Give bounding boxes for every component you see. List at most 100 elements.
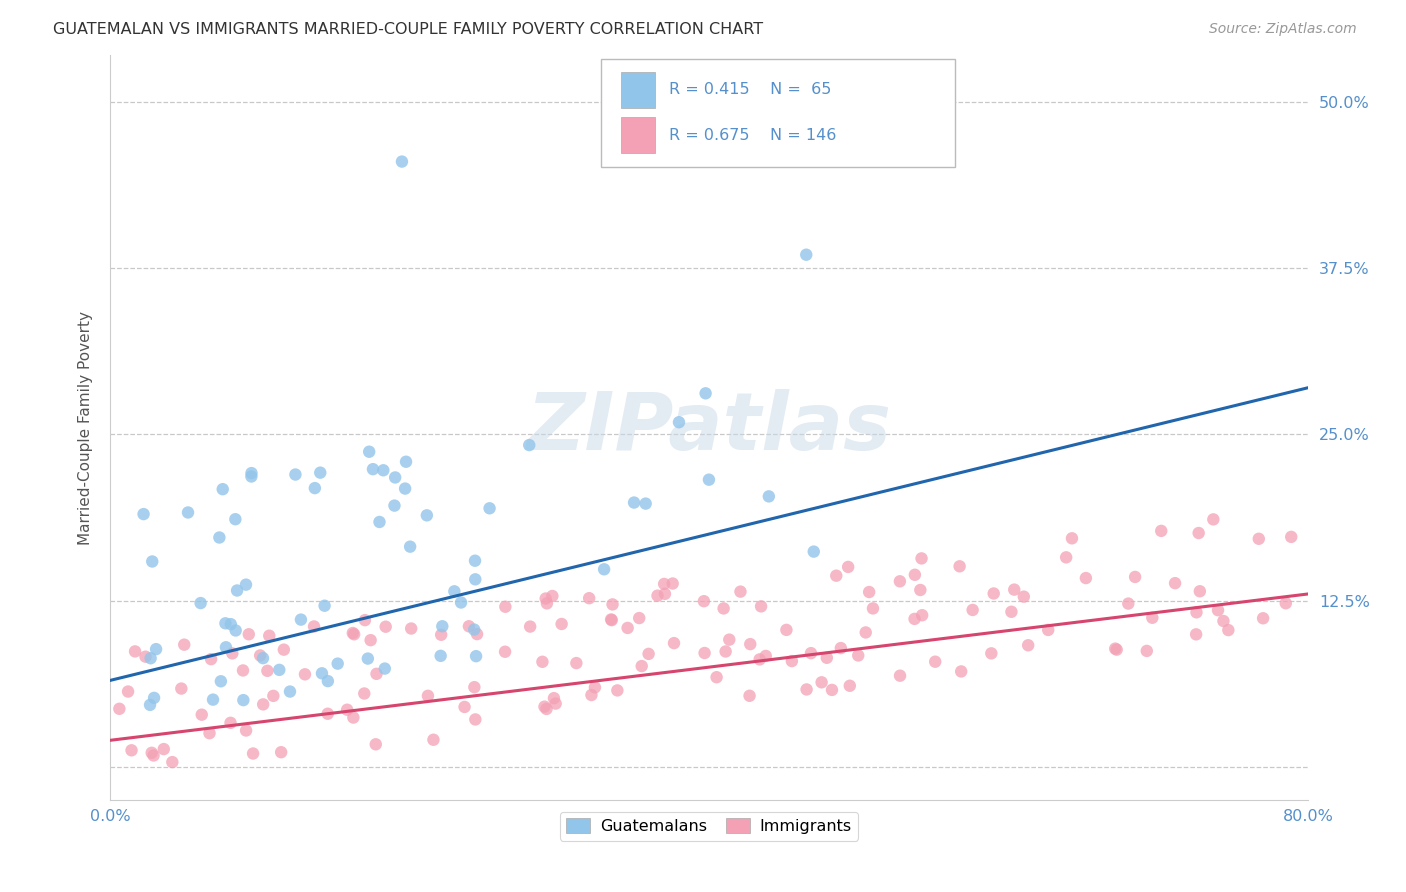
Point [1002,582,1025,597]
Point [190,707,212,722]
Point [368,515,391,529]
Point [304,481,326,495]
Point [226,583,249,598]
Point [602,598,624,612]
Point [357,651,380,665]
Point [1017,638,1039,652]
Point [224,512,246,526]
Point [453,700,475,714]
Point [983,586,1005,600]
Point [316,674,339,689]
Point [803,544,825,558]
Point [858,585,880,599]
Point [780,654,803,668]
Point [364,737,387,751]
Point [1123,570,1146,584]
Point [374,620,396,634]
Point [360,633,382,648]
Point [430,628,453,642]
Point [494,599,516,614]
Point [269,663,291,677]
Point [1185,627,1208,641]
Point [758,489,780,503]
Point [1251,611,1274,625]
Point [962,603,984,617]
Point [416,508,439,523]
Bar [621,118,655,153]
Point [924,655,946,669]
Point [1212,614,1234,628]
Point [464,554,486,568]
Point [637,647,659,661]
Point [578,591,600,606]
Point [316,706,339,721]
Point [647,589,669,603]
Point [550,617,572,632]
Point [262,689,284,703]
Point [1012,590,1035,604]
Point [889,668,911,682]
Point [748,652,770,666]
Point [450,595,472,609]
Point [302,619,325,633]
Point [124,644,146,658]
Point [1206,603,1229,617]
Point [693,646,716,660]
Point [294,667,316,681]
Point [273,642,295,657]
Point [1142,611,1164,625]
Point [256,664,278,678]
Point [1188,526,1211,541]
Point [117,684,139,698]
Point [695,386,717,401]
Point [215,640,238,655]
Point [1164,576,1187,591]
Point [630,659,652,673]
Point [544,697,567,711]
Point [536,702,558,716]
Point [749,599,772,614]
Point [252,651,274,665]
Point [249,648,271,663]
Point [1054,550,1077,565]
Point [242,747,264,761]
Point [800,646,823,660]
Point [326,657,349,671]
Point [740,637,762,651]
Point [949,559,972,574]
Point [200,652,222,666]
Point [693,594,716,608]
Point [775,623,797,637]
FancyBboxPatch shape [602,59,955,167]
Point [132,507,155,521]
Point [354,613,377,627]
Y-axis label: Married-Couple Family Poverty: Married-Couple Family Poverty [79,310,93,545]
Point [177,506,200,520]
Point [821,682,844,697]
Point [240,469,263,483]
Point [517,438,540,452]
Point [429,648,451,663]
Point [810,675,832,690]
Point [342,710,364,724]
Point [904,567,927,582]
Point [889,574,911,589]
Point [1060,531,1083,545]
Point [1000,605,1022,619]
Point [240,466,263,480]
Point [738,689,761,703]
Point [623,495,645,509]
Point [336,703,359,717]
Point [309,466,332,480]
Point [135,649,157,664]
Point [173,638,195,652]
Point [141,746,163,760]
Point [394,482,416,496]
Point [794,248,817,262]
Point [290,613,312,627]
Point [432,619,454,633]
Point [284,467,307,482]
Text: R = 0.675    N = 146: R = 0.675 N = 146 [669,128,837,143]
Point [628,611,651,625]
Point [697,473,720,487]
